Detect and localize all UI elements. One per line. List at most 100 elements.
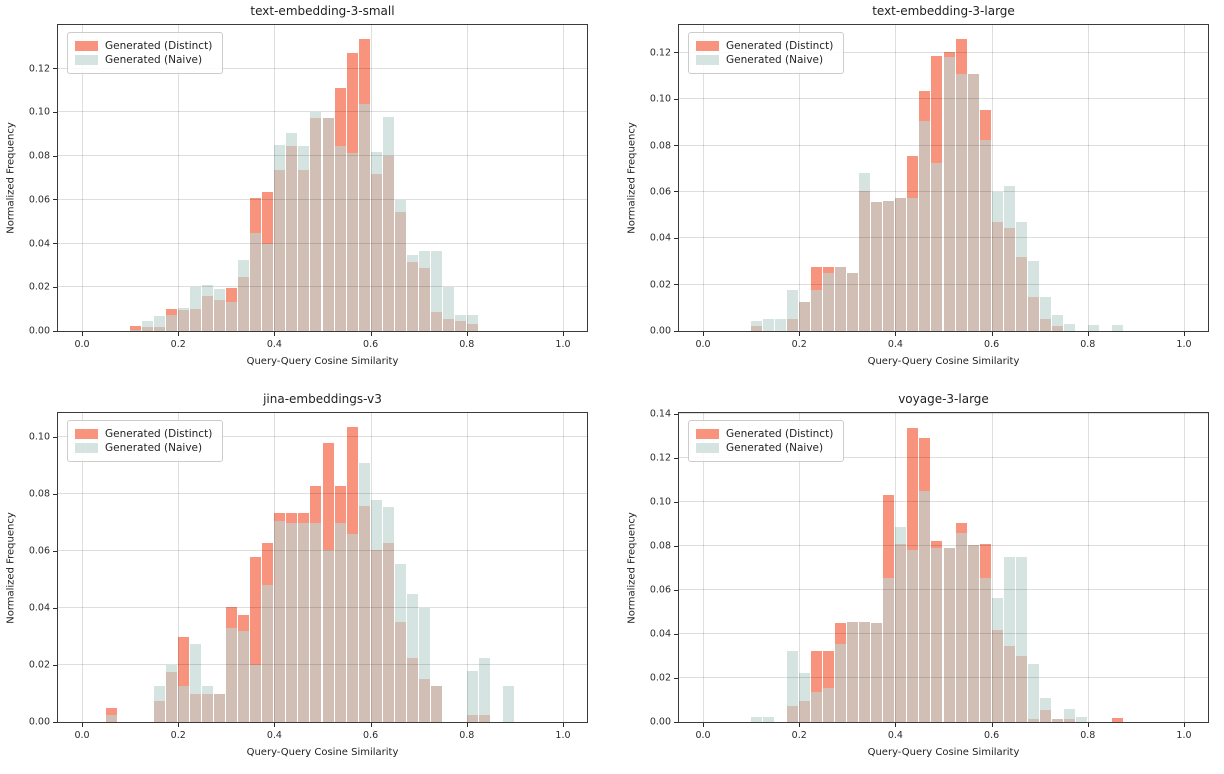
legend-label: Generated (Naive)	[105, 442, 203, 454]
gridline	[562, 413, 564, 722]
histogram-bar-overlap	[931, 162, 943, 331]
histogram-bar-overlap	[238, 277, 250, 331]
legend-item-naive: Generated (Naive)	[696, 54, 833, 66]
x-tick-mark	[562, 332, 564, 336]
histogram-bar-overlap	[1015, 656, 1027, 722]
histogram-bar-naive	[859, 173, 871, 191]
y-tick-label: 0.02	[28, 659, 50, 671]
histogram-bar-overlap	[418, 679, 430, 722]
histogram-bar-overlap	[262, 243, 274, 331]
y-tick-mark	[53, 330, 57, 332]
histogram-bar-naive	[991, 597, 1003, 630]
gridline	[58, 111, 587, 113]
y-tick-mark	[53, 493, 57, 495]
histogram-bar-overlap	[883, 577, 895, 722]
histogram-bar-overlap	[895, 197, 907, 331]
histogram-bar-overlap	[835, 643, 847, 722]
histogram-bar-overlap	[406, 262, 418, 331]
x-tick-mark	[895, 332, 897, 336]
legend-label: Generated (Distinct)	[726, 40, 834, 52]
distinct-swatch-icon	[75, 41, 98, 51]
histogram-bar-naive	[751, 320, 763, 326]
histogram-bar-distinct	[286, 512, 298, 523]
histogram-bar-overlap	[190, 693, 202, 722]
legend: Generated (Distinct) Generated (Naive)	[67, 32, 224, 74]
histogram-bar-naive	[763, 319, 775, 331]
y-tick-mark	[674, 721, 678, 723]
y-tick-label: 0.08	[28, 488, 50, 500]
histogram-bar-overlap	[214, 693, 226, 722]
histogram-bar-distinct	[238, 615, 250, 631]
x-tick-mark	[370, 332, 372, 336]
plot-area: Generated (Distinct) Generated (Naive) 0…	[650, 409, 1209, 741]
histogram-bar-overlap	[979, 139, 991, 331]
histogram-bar-overlap	[478, 714, 490, 722]
histogram-bar-overlap	[274, 521, 286, 722]
y-tick-label: 0.10	[649, 496, 671, 508]
histogram-bar-overlap	[178, 310, 190, 331]
x-axis-label: Query-Query Cosine Similarity	[867, 747, 1020, 758]
histogram-bar-naive	[202, 686, 214, 694]
histogram-bar-distinct	[919, 438, 931, 492]
x-tick-label: 1.0	[1176, 730, 1192, 741]
y-tick-label: 0.10	[649, 93, 671, 105]
x-tick-label: 0.8	[459, 730, 475, 741]
y-tick-mark	[674, 145, 678, 147]
histogram-bar-naive	[1039, 297, 1051, 320]
histogram-bar-overlap	[955, 532, 967, 722]
histogram-bar-overlap	[907, 197, 919, 331]
histogram-bar-naive	[1111, 325, 1123, 331]
y-tick-mark	[674, 545, 678, 547]
histogram-bar-overlap	[787, 705, 799, 722]
histogram-bar-naive	[1039, 697, 1051, 710]
y-tick-label: 0.08	[649, 140, 671, 152]
legend-item-distinct: Generated (Distinct)	[696, 40, 833, 52]
x-tick-label: 0.6	[363, 730, 379, 741]
histogram-bar-overlap	[382, 156, 394, 331]
histogram-bar-overlap	[1015, 256, 1027, 331]
histogram-bar-distinct	[334, 88, 346, 147]
histogram-bar-overlap	[955, 73, 967, 331]
histogram-bar-overlap	[334, 522, 346, 722]
y-tick-mark	[674, 191, 678, 193]
histogram-bar-naive	[394, 563, 406, 623]
y-tick-label: 0.02	[649, 672, 671, 684]
histogram-bar-distinct	[226, 606, 238, 629]
histogram-bar-overlap	[1051, 326, 1063, 331]
histogram-bar-naive	[418, 608, 430, 680]
histogram-bar-naive	[142, 321, 154, 327]
histogram-bar-distinct	[310, 485, 322, 523]
histogram-bar-overlap	[787, 319, 799, 331]
y-tick-mark	[53, 243, 57, 245]
histogram-bar-naive	[442, 287, 454, 319]
gridline	[562, 25, 564, 331]
histogram-bar-distinct	[811, 650, 823, 693]
y-tick-mark	[674, 501, 678, 503]
legend: Generated (Distinct) Generated (Naive)	[67, 420, 224, 462]
histogram-bar-overlap	[943, 57, 955, 331]
y-axis-label: Normalized Frequency	[626, 511, 638, 624]
plot-area: Generated (Distinct) Generated (Naive) 0…	[650, 24, 1209, 350]
y-tick-label: 0.12	[649, 452, 671, 464]
x-tick-mark	[178, 332, 180, 336]
histogram-bar-naive	[751, 717, 763, 722]
x-tick-mark	[991, 723, 993, 727]
legend-label: Generated (Naive)	[726, 442, 824, 454]
histogram-bar-overlap	[250, 665, 262, 722]
x-tick-mark	[274, 332, 276, 336]
x-tick-label: 0.0	[695, 339, 711, 350]
x-tick-mark	[466, 723, 468, 727]
legend-label: Generated (Distinct)	[105, 40, 213, 52]
x-tick-label: 0.0	[695, 730, 711, 741]
histogram-bar-naive	[763, 717, 775, 722]
x-tick-label: 0.8	[459, 339, 475, 350]
x-tick-label: 0.4	[266, 730, 282, 741]
x-tick-label: 0.8	[1080, 730, 1096, 741]
y-tick-label: 0.02	[28, 281, 50, 293]
histogram-bar-overlap	[430, 312, 442, 331]
histogram-bar-overlap	[442, 318, 454, 331]
histogram-bar-overlap	[322, 549, 334, 722]
histogram-bar-overlap	[190, 309, 202, 331]
histogram-bar-overlap	[835, 267, 847, 331]
